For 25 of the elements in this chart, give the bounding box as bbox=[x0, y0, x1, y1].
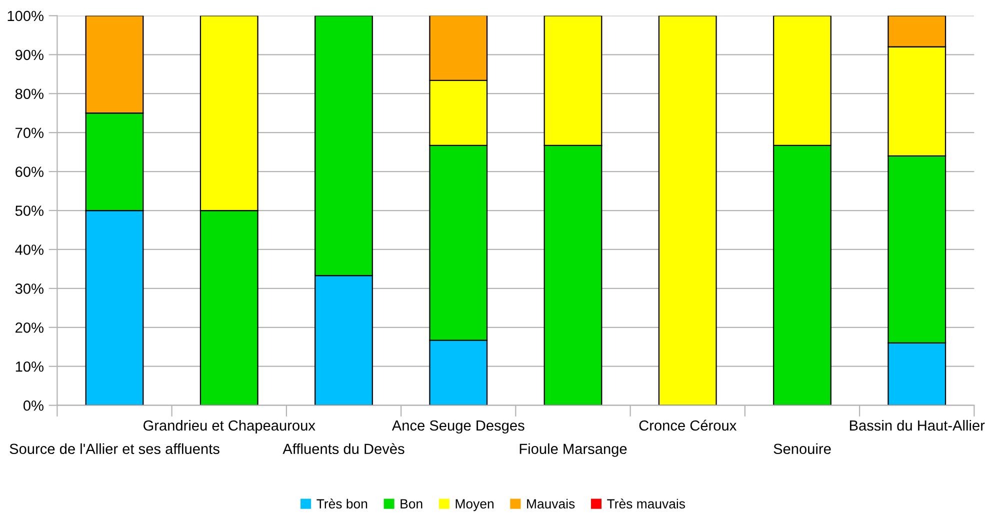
x-tick-label: Affluents du Devès bbox=[282, 443, 404, 454]
x-tick-label: Senouire bbox=[774, 443, 831, 454]
y-tick-label: 30% bbox=[15, 284, 44, 294]
legend-label: Bon bbox=[400, 499, 422, 509]
legend-label: Moyen bbox=[456, 499, 494, 512]
y-tick-label: 50% bbox=[15, 206, 44, 216]
legend-label: Très mauvais bbox=[607, 498, 686, 509]
legend-label: Mauvais bbox=[527, 498, 575, 509]
x-tick-label: Fioule Marsange bbox=[520, 443, 627, 457]
y-tick-label: 90% bbox=[15, 50, 44, 60]
y-tick-label: 70% bbox=[16, 128, 44, 138]
y-tick-label: 80% bbox=[15, 88, 44, 100]
y-tick-label: 20% bbox=[16, 322, 44, 333]
bar bbox=[658, 16, 717, 406]
y-tick-label: 60% bbox=[16, 166, 44, 177]
x-tick-label: Ance Seuge Desges bbox=[392, 420, 524, 434]
y-tick-label: 0% bbox=[23, 400, 44, 411]
y-tick-label: 40% bbox=[15, 244, 44, 255]
legend-label: Très bon bbox=[316, 498, 368, 509]
y-tick-label: 10% bbox=[16, 361, 44, 372]
x-tick-label: Source de l'Allier et ses affluents bbox=[10, 443, 220, 454]
x-tick-label: Grandrieu et Chapeauroux bbox=[144, 420, 316, 434]
x-tick-label: Bassin du Haut-Allier bbox=[850, 420, 985, 431]
x-tick-label: Cronce Céroux bbox=[639, 420, 736, 431]
y-tick-label: 100% bbox=[8, 10, 44, 22]
